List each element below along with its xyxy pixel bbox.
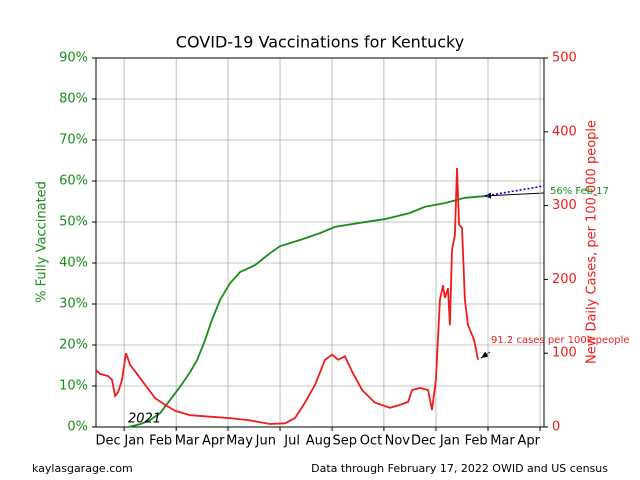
x-tick-label: Nov — [385, 434, 411, 449]
y-tick-label: 60% — [59, 174, 88, 189]
y-tick-label: 10% — [59, 379, 88, 394]
y-tick-label: 0% — [67, 420, 88, 435]
y2-tick-label: 400 — [552, 124, 577, 139]
x-tick-label: May — [226, 434, 253, 449]
x-tick-label: Jul — [283, 434, 300, 449]
chart-title: COVID-19 Vaccinations for Kentucky — [176, 33, 464, 52]
series-line — [127, 195, 485, 428]
y2-tick-label: 300 — [552, 198, 577, 213]
x-tick-label: Apr — [518, 434, 541, 449]
plot-frame — [95, 57, 545, 428]
y2-tick-label: 0 — [552, 420, 560, 435]
y-tick-label: 90% — [59, 51, 88, 66]
y2-tick-label: 100 — [552, 346, 577, 361]
x-tick-label: Dec — [96, 434, 121, 449]
y2-axis-label: New Daily Cases, per 100,000 people — [585, 120, 600, 364]
x-tick-label: Mar — [490, 434, 515, 449]
x-tick-label: Jan — [439, 434, 460, 449]
y-tick-label: 20% — [59, 338, 88, 353]
x-tick-label: Dec — [411, 434, 436, 449]
x-tick-label: Mar — [175, 434, 200, 449]
arrow — [483, 192, 545, 199]
y-axis-label: % Fully Vaccinated — [35, 181, 50, 303]
x-tick-label: Oct — [360, 434, 382, 449]
x-tick-label: Apr — [202, 434, 225, 449]
y2-tick-label: 200 — [552, 272, 577, 287]
y-tick-label: 50% — [59, 215, 88, 230]
y-tick-label: 80% — [59, 92, 88, 107]
x-tick-label: Feb — [149, 434, 172, 449]
x-tick-label: Aug — [306, 434, 331, 449]
x-tick-label: Sep — [332, 434, 357, 449]
y-tick-label: 40% — [59, 256, 88, 271]
x-tick-label: Jun — [255, 434, 276, 449]
y-tick-label: 30% — [59, 297, 88, 312]
arrow — [480, 351, 491, 359]
y-tick-label: 70% — [59, 133, 88, 148]
footer-right: Data through February 17, 2022 OWID and … — [311, 462, 608, 475]
footer-left: kaylasgarage.com — [32, 462, 133, 475]
x-tick-label: Jan — [123, 434, 144, 449]
annotation: 56% Feb 17 — [550, 186, 609, 197]
annotation: 91.2 cases per 100k people — [491, 335, 630, 346]
y2-tick-label: 500 — [552, 51, 577, 66]
series-line — [95, 167, 479, 425]
annotation: 2021 — [128, 412, 161, 427]
x-tick-label: Feb — [465, 434, 488, 449]
